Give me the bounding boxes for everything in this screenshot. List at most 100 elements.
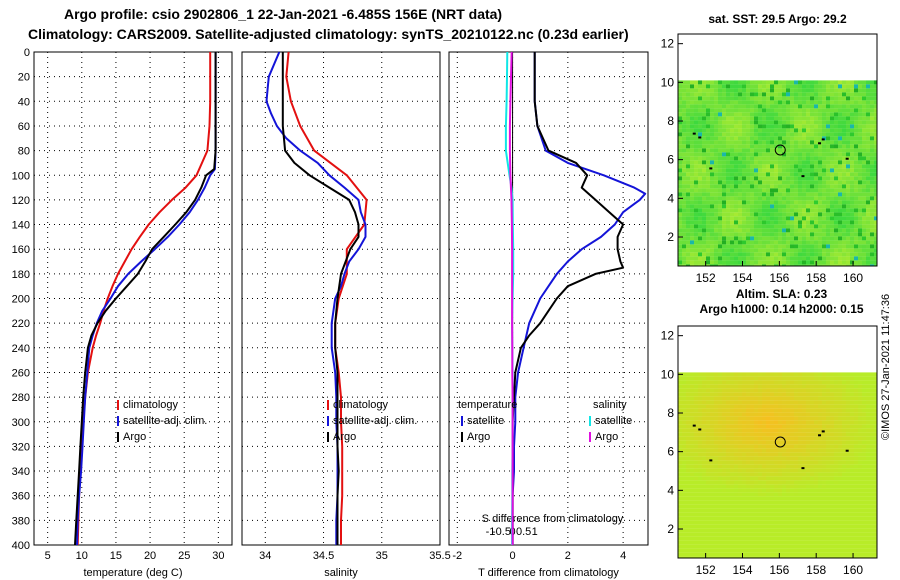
top-x-tick-label: -0.5 [492,526,511,538]
map-y-tick-label: 10 [661,367,675,381]
sst-map-frame [677,33,878,267]
x-tick-label: 15 [110,550,122,562]
map-x-tick-label: 152 [696,271,716,285]
y-tick-label: 120 [12,195,30,207]
x-tick-label: 30 [212,550,224,562]
top-x-tick-label: 1 [532,526,538,538]
y-tick-label: 260 [12,367,30,379]
series-line-temperature-satellite [511,52,647,545]
credit-text: ©IMOS 27-Jan-2021 11:47:36 [880,293,892,440]
island-marker [821,138,825,141]
map-x-tick-label: 154 [732,563,752,577]
figure-title: Argo profile: csio 2902806_1 22-Jan-2021… [64,6,503,22]
map-x-tick-label: 160 [843,271,863,285]
legend-title-temperature: temperature [458,399,517,411]
y-tick-label: 400 [12,540,30,552]
map-y-tick-label: 8 [667,114,674,128]
y-tick-label: 380 [12,515,30,527]
salinity-profile-xlabel: salinity [324,567,358,579]
salinity-profile-frame [241,51,441,546]
y-tick-label: 300 [12,417,30,429]
x-tick-label: 35 [376,550,388,562]
legend-label: Argo [467,431,490,443]
y-tick-label: 280 [12,392,30,404]
legend-label: Argo [123,431,146,443]
y-tick-label: 200 [12,294,30,306]
island-marker [801,467,805,470]
map-y-tick-label: 2 [667,230,674,244]
island-marker [818,142,822,145]
y-tick-label: 80 [18,146,30,158]
y-tick-label: 60 [18,121,30,133]
map-y-tick-label: 8 [667,406,674,420]
x-tick-label: 25 [178,550,190,562]
map-x-tick-label: 154 [732,271,752,285]
y-tick-label: 0 [24,47,30,59]
sla-map-subtitle: Argo h1000: 0.14 h2000: 0.15 [699,302,863,316]
x-tick-label: 4 [620,550,626,562]
sst-map-raster [678,80,877,266]
island-marker [698,428,702,431]
island-marker [801,175,805,178]
island-marker [698,136,702,139]
y-tick-label: 340 [12,466,30,478]
figure-subtitle: Climatology: CARS2009. Satellite-adjuste… [28,26,629,42]
island-marker [709,459,713,462]
y-tick-label: 140 [12,220,30,232]
top-axis-label: S difference from climatology [482,513,624,525]
x-tick-label: 5 [45,550,51,562]
legend-label: climatology [333,399,389,411]
difference-profile-frame [448,51,649,546]
island-marker [845,449,849,452]
map-y-tick-label: 12 [661,329,675,343]
y-tick-label: 180 [12,269,30,281]
temperature-profile-frame [33,51,233,546]
temperature-profile-xlabel: temperature (deg C) [83,567,182,579]
x-tick-label: 10 [76,550,88,562]
map-y-tick-label: 6 [667,153,674,167]
y-tick-label: 100 [12,170,30,182]
y-tick-label: 160 [12,244,30,256]
x-tick-label: 34 [259,550,271,562]
legend-label: satellite-adj. clim. [333,415,417,427]
legend-title-salinity: salinity [593,399,627,411]
top-x-tick-label: -1 [486,526,496,538]
island-marker [821,430,825,433]
sla-map-raster [678,372,877,558]
map-x-tick-label: 158 [806,271,826,285]
series-line-argo [74,52,217,546]
x-tick-label: -2 [452,550,462,562]
y-tick-label: 240 [12,343,30,355]
legend-label: Argo [333,431,356,443]
island-marker [692,424,696,427]
difference-profile-xlabel: T difference from climatology [478,567,619,579]
map-x-tick-label: 158 [806,563,826,577]
map-y-tick-label: 12 [661,37,675,51]
island-marker [692,132,696,135]
legend-label: Argo [595,431,618,443]
map-y-tick-label: 4 [667,191,674,205]
legend-label: satellite [467,415,504,427]
island-marker [845,157,849,160]
map-x-tick-label: 156 [769,271,789,285]
map-y-tick-label: 10 [661,75,675,89]
series-line-salinity-argo [508,51,514,545]
series-line-climatology [285,51,368,545]
x-tick-label: 35.5 [429,550,450,562]
top-x-tick-label: 0.5 [516,526,531,538]
sla-map-frame [677,325,878,559]
map-y-tick-label: 2 [667,522,674,536]
legend-label: satellite [595,415,632,427]
series-line-argo [281,52,360,545]
island-marker [709,167,713,170]
y-tick-label: 360 [12,491,30,503]
map-y-tick-label: 4 [667,483,674,497]
legend-label: satellite-adj. clim. [123,415,207,427]
sla-map-title: Altim. SLA: 0.23 [736,287,828,301]
sst-map-title: sat. SST: 29.5 Argo: 29.2 [708,12,847,26]
x-tick-label: 2 [565,550,571,562]
argo-float-marker [774,436,786,448]
map-x-tick-label: 160 [843,563,863,577]
y-tick-label: 40 [18,96,30,108]
island-marker [818,434,822,437]
